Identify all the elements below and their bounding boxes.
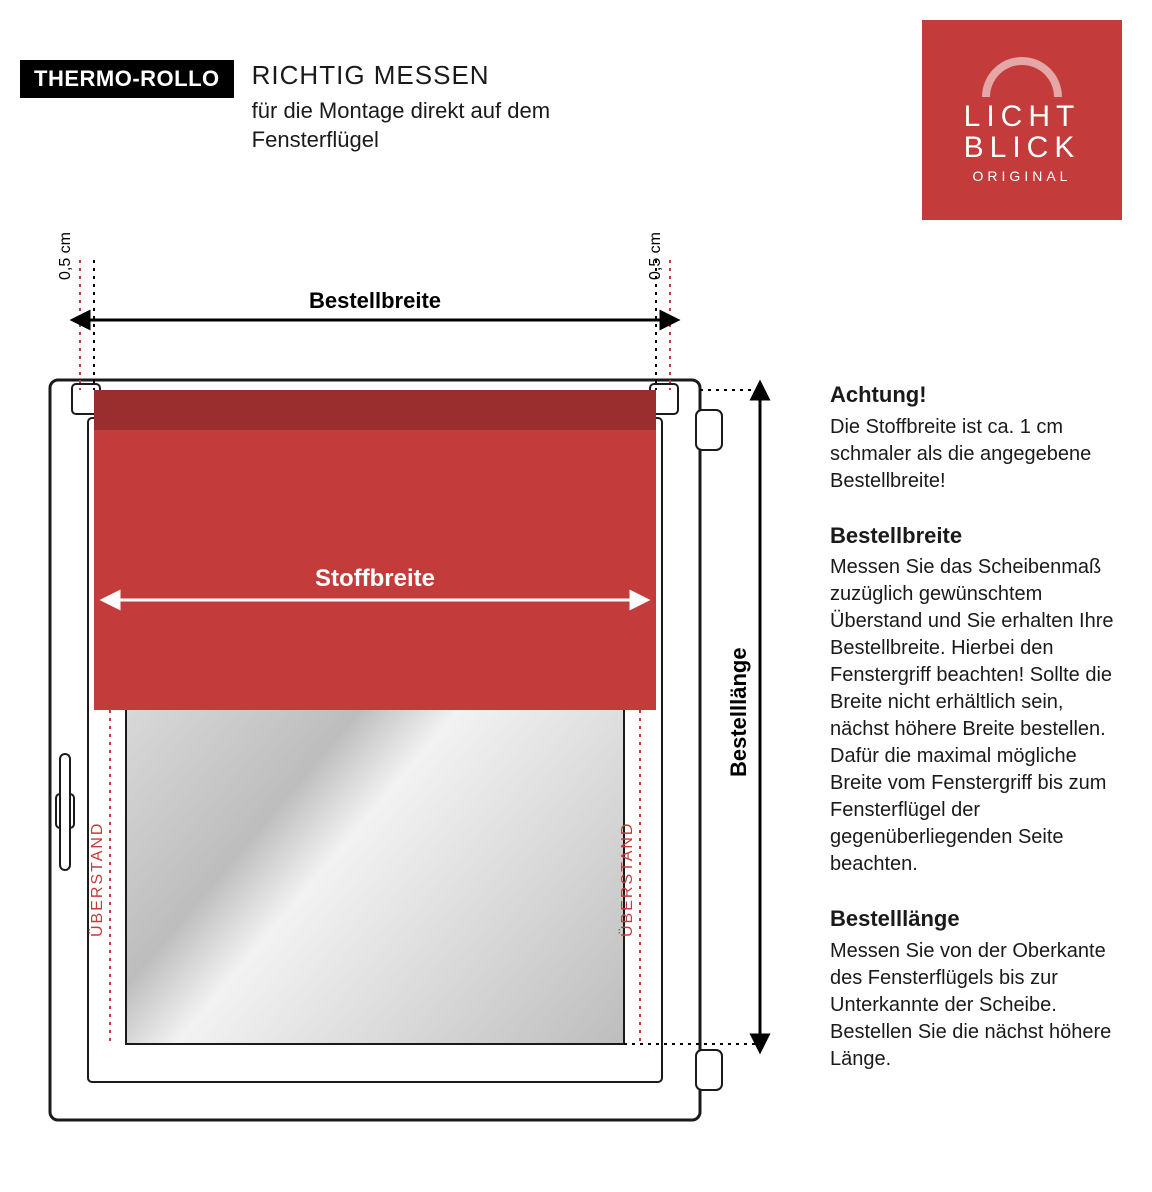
info-column: Achtung! Die Stoffbreite ist ca. 1 cm sc… bbox=[830, 380, 1120, 1073]
measurement-diagram: 0,5 cm0,5 cmBestellbreiteStoffbreiteÜBER… bbox=[20, 240, 800, 1160]
logo-subline: ORIGINAL bbox=[973, 168, 1072, 184]
logo-line1: LICHT bbox=[964, 101, 1081, 133]
bestellbreite-heading: Bestellbreite bbox=[830, 521, 1120, 551]
warning-heading: Achtung! bbox=[830, 380, 1120, 410]
bestellbreite-text: Messen Sie das Scheibenmaß zuzüglich gew… bbox=[830, 554, 1120, 878]
product-badge: THERMO-ROLLO bbox=[20, 60, 234, 98]
bestelllaenge-text: Messen Sie von der Oberkante des Fenster… bbox=[830, 938, 1120, 1073]
svg-text:0,5 cm: 0,5 cm bbox=[647, 232, 664, 280]
logo-line2: BLICK bbox=[964, 132, 1081, 164]
warning-text: Die Stoffbreite ist ca. 1 cm schmaler al… bbox=[830, 414, 1120, 495]
svg-text:ÜBERSTAND: ÜBERSTAND bbox=[88, 822, 106, 938]
bestelllaenge-heading: Bestelllänge bbox=[830, 904, 1120, 934]
title-block: RICHTIG MESSEN für die Montage direkt au… bbox=[252, 60, 572, 154]
svg-text:Bestellbreite: Bestellbreite bbox=[309, 288, 441, 313]
svg-text:0,5 cm: 0,5 cm bbox=[57, 232, 74, 280]
brand-logo: LICHT BLICK ORIGINAL bbox=[922, 20, 1122, 220]
svg-text:Bestelllänge: Bestelllänge bbox=[726, 647, 751, 777]
svg-text:ÜBERSTAND: ÜBERSTAND bbox=[618, 822, 636, 938]
logo-arc-icon bbox=[982, 57, 1062, 97]
page-subtitle: für die Montage direkt auf dem Fensterfl… bbox=[252, 97, 572, 154]
svg-text:Stoffbreite: Stoffbreite bbox=[315, 565, 435, 592]
diagram-svg: 0,5 cm0,5 cmBestellbreiteStoffbreiteÜBER… bbox=[20, 240, 800, 1160]
page-title: RICHTIG MESSEN bbox=[252, 60, 572, 91]
